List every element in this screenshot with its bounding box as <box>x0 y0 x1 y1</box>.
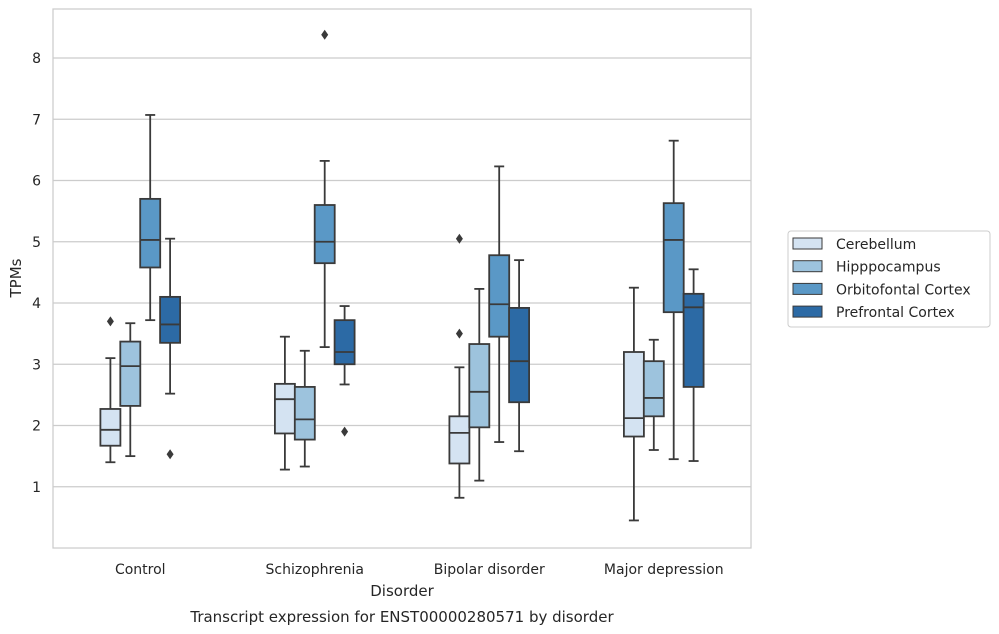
series-prefrontal-cortex <box>159 237 705 462</box>
legend-swatch <box>792 282 823 295</box>
box-group <box>293 349 316 468</box>
box <box>159 295 182 344</box>
outlier-point <box>455 328 463 339</box>
box <box>623 351 645 438</box>
box-group <box>313 29 336 349</box>
y-tick-label: 3 <box>32 357 41 373</box>
box <box>488 254 511 338</box>
y-tick-label: 1 <box>32 480 41 496</box>
box <box>642 360 665 418</box>
box-group <box>159 237 182 460</box>
box <box>448 415 471 465</box>
outlier-point <box>455 233 463 244</box>
box-group <box>508 259 531 453</box>
box-group <box>488 165 511 443</box>
box-group <box>468 288 491 482</box>
box <box>508 306 531 404</box>
box <box>662 202 685 314</box>
box <box>293 386 316 441</box>
box-group <box>273 335 296 471</box>
x-tick-label: Schizophrenia <box>266 562 364 578</box>
chart-title: Transcript expression for ENST0000028057… <box>189 608 614 626</box>
box <box>119 340 142 407</box>
legend-swatch <box>792 237 823 250</box>
box-group <box>333 305 356 437</box>
series-hipppocampus <box>119 288 665 482</box>
box-series <box>99 29 705 522</box>
x-tick-label: Major depression <box>604 562 724 578</box>
box-group <box>139 114 162 322</box>
legend-swatch <box>792 260 823 273</box>
outlier-point <box>106 316 114 327</box>
series-orbitofontal-cortex <box>139 29 685 461</box>
legend-label: Prefrontal Cortex <box>836 305 955 321</box>
y-tick-label: 6 <box>32 174 41 190</box>
y-axis-ticks: 1 2 3 4 5 6 7 8 <box>32 51 41 496</box>
legend-label: Orbitofontal Cortex <box>836 282 971 298</box>
legend-label: Cerebellum <box>836 237 916 253</box>
box <box>333 319 356 366</box>
y-tick-label: 7 <box>32 112 41 128</box>
x-tick-label: Control <box>115 562 166 578</box>
box <box>313 204 336 265</box>
series-cerebellum <box>99 233 645 522</box>
plot-area <box>52 8 752 549</box>
legend: Cerebellum Hipppocampus Orbitofontal Corte… <box>787 230 991 328</box>
box <box>468 343 491 429</box>
y-axis-label: TPMs <box>7 258 25 298</box>
y-tick-label: 4 <box>32 296 41 312</box>
x-tick-label: Bipolar disorder <box>434 562 545 578</box>
box <box>273 382 296 435</box>
y-tick-label: 5 <box>32 235 41 251</box>
outlier-point <box>341 426 349 437</box>
x-axis-label: Disorder <box>370 582 434 600</box>
y-tick-label: 8 <box>32 51 41 67</box>
box <box>682 292 705 388</box>
box-group <box>642 338 665 451</box>
y-tick-label: 2 <box>32 419 41 435</box>
legend-swatch <box>792 305 823 318</box>
legend-frame <box>787 230 991 328</box>
box-group <box>448 233 471 499</box>
box <box>99 408 122 447</box>
box-group <box>99 316 122 464</box>
outlier-point <box>321 29 329 40</box>
outlier-point <box>166 449 174 460</box>
box-group <box>682 268 705 462</box>
box-group <box>662 139 685 461</box>
box-group <box>119 322 142 458</box>
legend-label: Hipppocampus <box>836 260 941 276</box>
box <box>139 197 162 269</box>
x-axis-ticks: Control Schizophrenia Bipolar disorder Majo… <box>115 562 724 578</box>
